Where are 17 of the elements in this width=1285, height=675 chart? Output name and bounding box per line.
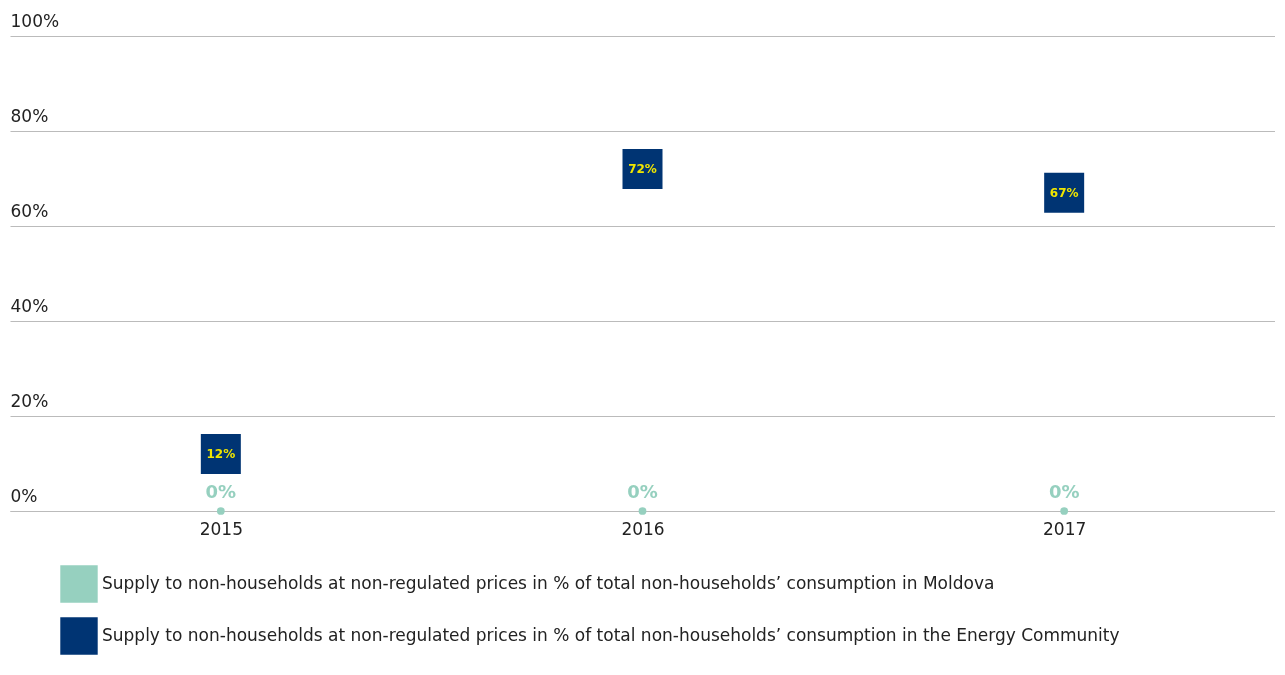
x-tick-label: 2015 xyxy=(199,518,243,539)
y-tick-label: 40% xyxy=(10,295,49,316)
data-label: 67% xyxy=(1049,185,1079,200)
x-tick-label: 2017 xyxy=(1043,518,1087,539)
data-label: 72% xyxy=(628,162,657,176)
y-tick-label: 60% xyxy=(10,200,49,221)
data-label: 12% xyxy=(206,447,236,461)
data-label: 0% xyxy=(205,481,237,502)
y-tick-label: 0% xyxy=(10,485,38,506)
y-tick-label: 80% xyxy=(10,105,49,126)
y-tick-label: 20% xyxy=(10,390,49,411)
x-tick-label: 2016 xyxy=(621,518,665,539)
legend-label: Supply to non-households at non-regulated prices in % of total non-households’ consumption in the Energy Community xyxy=(102,625,1120,645)
data-label: 0% xyxy=(627,481,658,502)
y-tick-label: 100% xyxy=(10,10,60,31)
legend-label: Supply to non-households at non-regulated prices in % of total non-households’ consumption in Moldova xyxy=(102,573,995,593)
data-label: 0% xyxy=(1048,481,1080,502)
